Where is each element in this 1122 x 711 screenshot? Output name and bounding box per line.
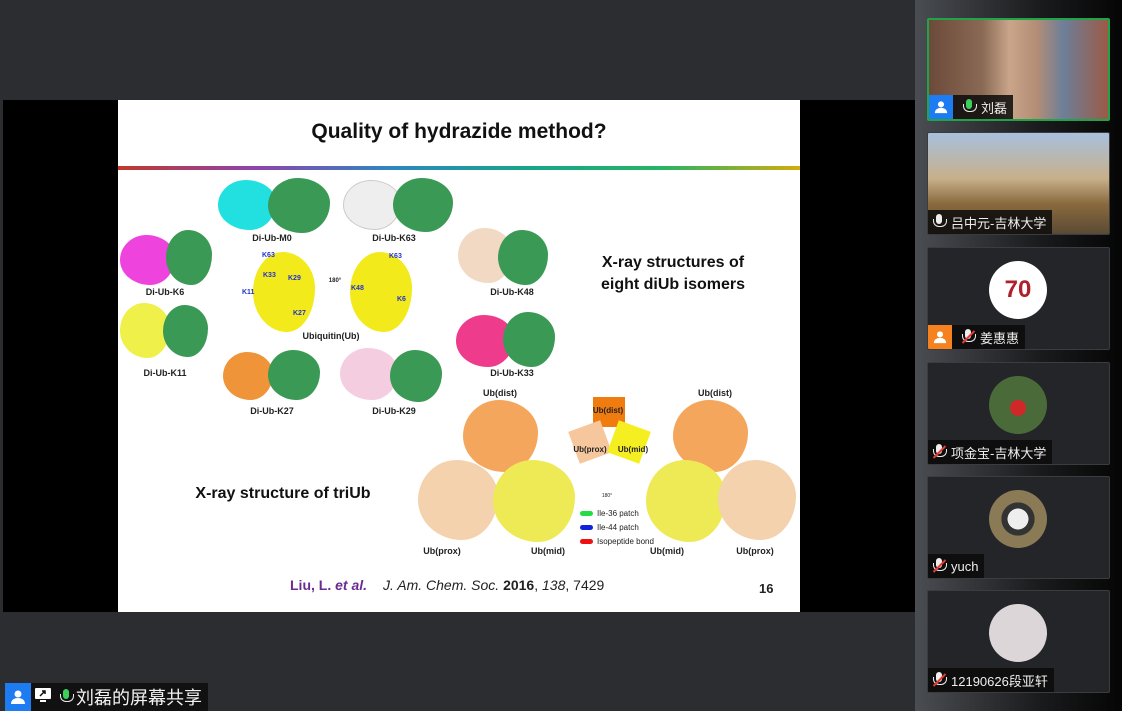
structure-label: Di-Ub-K63 bbox=[372, 233, 416, 243]
participant-tile[interactable]: yuch bbox=[927, 476, 1110, 579]
ubiquitin-back-structure bbox=[350, 252, 412, 332]
structure-k11-proximal bbox=[163, 305, 208, 357]
triub-right-prox bbox=[718, 460, 796, 540]
participant-name-tag: 姜惠惠 bbox=[928, 325, 1026, 349]
structure-k63-distal bbox=[343, 180, 401, 230]
citation-reference: J. Am. Chem. Soc. 2016, 138, 7429 bbox=[383, 577, 605, 593]
participant-name-tag: yuch bbox=[928, 554, 985, 578]
structure-m0-proximal bbox=[268, 178, 330, 233]
structure-k48-proximal bbox=[498, 230, 548, 285]
structure-k27-distal bbox=[223, 352, 273, 400]
lysine-label: K29 bbox=[288, 275, 301, 282]
lysine-label: K63 bbox=[389, 253, 402, 260]
participant-tile[interactable]: 70 姜惠惠 bbox=[927, 247, 1110, 350]
structure-label: Di-Ub-K27 bbox=[250, 406, 294, 416]
host-icon bbox=[929, 95, 953, 119]
structure-m0-distal bbox=[218, 180, 276, 230]
shared-screen-area: Quality of hydrazide method? K63 K33 K29… bbox=[3, 100, 915, 711]
triub-label: Ub(mid) bbox=[650, 546, 684, 556]
legend-item: Isopeptide bond bbox=[580, 537, 654, 546]
microphone-muted-icon bbox=[932, 672, 947, 688]
lysine-label: K27 bbox=[293, 310, 306, 317]
schematic-label: Ub(prox) bbox=[573, 445, 607, 454]
slide-title: Quality of hydrazide method? bbox=[311, 120, 607, 143]
structure-k11-distal bbox=[120, 303, 170, 358]
participant-name-tag: 12190626段亚轩 bbox=[928, 668, 1054, 692]
structure-k63-proximal bbox=[393, 178, 453, 232]
participant-name: 刘磊 bbox=[981, 100, 1008, 116]
microphone-active-icon bbox=[59, 689, 74, 705]
triub-left-mid bbox=[493, 460, 575, 542]
avatar-70-logo: 70 bbox=[989, 261, 1047, 319]
microphone-active-icon bbox=[962, 99, 977, 115]
legend-item: Ile-44 patch bbox=[580, 523, 639, 532]
rotation-label: 180° bbox=[328, 278, 342, 284]
structure-label: Di-Ub-K6 bbox=[145, 287, 185, 297]
structure-k6-distal bbox=[120, 235, 175, 285]
schematic-label: Ub(dist) bbox=[592, 406, 624, 415]
lysine-label: K33 bbox=[263, 272, 276, 279]
participant-name: 吕中元-吉林大学 bbox=[951, 215, 1047, 231]
slide-page-number: 16 bbox=[759, 581, 774, 596]
ubiquitin-front-structure bbox=[253, 252, 315, 332]
triub-heading: X-ray structure of triUb bbox=[195, 485, 371, 502]
title-divider bbox=[118, 166, 800, 170]
microphone-muted-icon bbox=[961, 329, 976, 345]
participant-tile[interactable]: 12190626段亚轩 bbox=[927, 590, 1110, 693]
structure-label: Di-Ub-K33 bbox=[490, 368, 534, 378]
participant-tile[interactable]: 刘磊 bbox=[927, 18, 1110, 121]
schematic-label: Ub(mid) bbox=[617, 445, 649, 454]
triub-label: Ub(dist) bbox=[698, 388, 732, 398]
structure-label: Di-Ub-K29 bbox=[372, 406, 416, 416]
structure-label: Di-Ub-M0 bbox=[252, 233, 292, 243]
avatar-photo bbox=[989, 490, 1047, 548]
structure-k29-proximal bbox=[390, 350, 442, 402]
lysine-label: K48 bbox=[351, 285, 364, 292]
triub-label: Ub(dist) bbox=[483, 388, 517, 398]
structure-k27-proximal bbox=[268, 350, 320, 400]
triub-left-prox bbox=[418, 460, 498, 540]
participant-tile[interactable]: 吕中元-吉林大学 bbox=[927, 132, 1110, 235]
presentation-slide: Quality of hydrazide method? K63 K33 K29… bbox=[118, 100, 800, 612]
user-icon bbox=[5, 683, 31, 711]
microphone-muted-icon bbox=[932, 444, 947, 460]
triub-label: Ub(mid) bbox=[531, 546, 565, 556]
host-icon bbox=[928, 325, 952, 349]
screen-share-indicator: 刘磊的屏幕共享 bbox=[5, 683, 208, 711]
triub-label: Ub(prox) bbox=[736, 546, 774, 556]
participant-name-tag: 吕中元-吉林大学 bbox=[928, 210, 1053, 234]
diub-heading: X-ray structures of eight diUb isomers bbox=[600, 254, 746, 293]
participant-name-tag: 项金宝-吉林大学 bbox=[928, 440, 1053, 464]
share-label: 刘磊的屏幕共享 bbox=[76, 688, 202, 708]
microphone-muted-icon bbox=[932, 558, 947, 574]
lysine-label: K6 bbox=[397, 296, 406, 303]
structure-label: Di-Ub-K11 bbox=[143, 368, 187, 378]
structure-k33-proximal bbox=[503, 312, 555, 367]
triub-label: Ub(prox) bbox=[423, 546, 461, 556]
legend-item: Ile-36 patch bbox=[580, 509, 639, 518]
triub-right-mid bbox=[646, 460, 726, 542]
participant-name: 姜惠惠 bbox=[980, 330, 1020, 346]
rotation-label: 180° bbox=[601, 493, 613, 499]
structure-k29-distal bbox=[340, 348, 398, 400]
participant-name: yuch bbox=[951, 558, 979, 574]
ubiquitin-label: Ubiquitin(Ub) bbox=[302, 331, 360, 341]
structure-k6-proximal bbox=[166, 230, 212, 285]
lysine-label: K11 bbox=[242, 289, 255, 296]
screen-share-icon bbox=[34, 687, 52, 708]
citation-authors: Liu, L. et al. bbox=[290, 577, 368, 593]
structure-label: Di-Ub-K48 bbox=[490, 287, 534, 297]
participant-name-tag: 刘磊 bbox=[929, 95, 1014, 119]
avatar-photo bbox=[989, 376, 1047, 434]
microphone-icon bbox=[932, 214, 947, 230]
avatar-photo bbox=[989, 604, 1047, 662]
lysine-label: K63 bbox=[262, 252, 275, 259]
participant-tile[interactable]: 项金宝-吉林大学 bbox=[927, 362, 1110, 465]
participant-name: 12190626段亚轩 bbox=[951, 673, 1048, 689]
participant-name: 项金宝-吉林大学 bbox=[951, 445, 1047, 461]
